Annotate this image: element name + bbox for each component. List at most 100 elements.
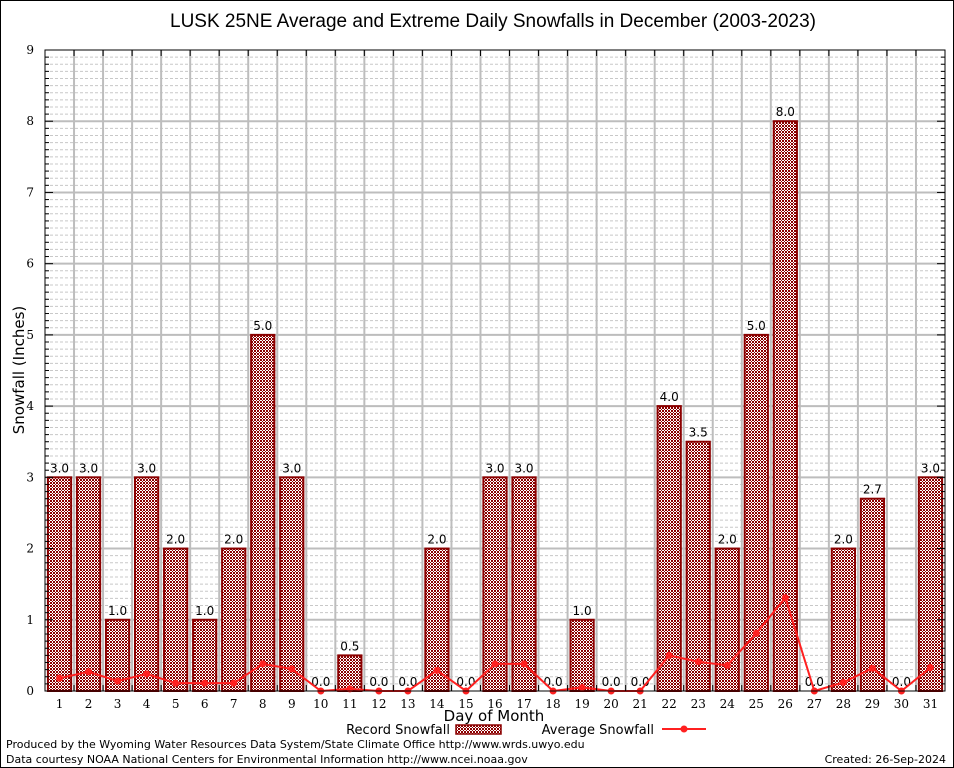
- bar-value-label: 1.0: [195, 604, 214, 618]
- y-axis-ticks: 0 1 2 3 4 5 6 7 8 9: [26, 43, 945, 698]
- x-tick-label: 14: [429, 697, 445, 711]
- footer-produced-by: Produced by the Wyoming Water Resources …: [6, 738, 585, 751]
- bar-labels: 3.0 3.0 1.0 3.0 2.0 1.0 2.0 5.0 3.0 0.0 0.5 0.0 0.0 2…: [50, 105, 940, 689]
- record-bar: [279, 476, 305, 693]
- average-line: [56, 594, 934, 695]
- bar-value-label: 2.0: [427, 533, 446, 547]
- average-point: [520, 660, 528, 668]
- average-point: [230, 679, 238, 687]
- x-tick-label: 23: [691, 697, 706, 711]
- bar-value-label: 5.0: [747, 319, 766, 333]
- bar-value-label: 8.0: [776, 105, 795, 119]
- average-point: [491, 660, 499, 668]
- bar-value-label: 1.0: [573, 604, 592, 618]
- average-point: [694, 658, 702, 666]
- average-point: [114, 677, 122, 685]
- average-point: [143, 670, 151, 678]
- x-tick-label: 21: [633, 697, 648, 711]
- x-tick-label: 8: [259, 697, 267, 711]
- bar-value-label: 3.0: [485, 461, 504, 475]
- record-bar: [859, 497, 886, 693]
- bar-value-label: 3.0: [514, 461, 533, 475]
- average-point: [723, 661, 731, 669]
- bar-value-label: 0.0: [892, 675, 911, 689]
- x-tick-label: 10: [313, 697, 328, 711]
- x-tick-label: 1: [56, 697, 64, 711]
- average-point: [665, 651, 673, 659]
- average-point: [259, 660, 267, 668]
- y-tick-label: 4: [26, 399, 34, 413]
- average-point: [781, 594, 789, 602]
- record-bar: [75, 476, 102, 693]
- record-bar: [917, 476, 944, 693]
- legend-marker-average: [680, 725, 688, 733]
- bar-value-label: 0.0: [805, 675, 824, 689]
- x-tick-label: 24: [720, 697, 736, 711]
- x-tick-label: 25: [749, 697, 764, 711]
- record-bar: [511, 476, 537, 693]
- bar-value-label: 3.0: [282, 461, 301, 475]
- x-tick-label: 22: [662, 697, 677, 711]
- x-tick-label: 27: [807, 697, 822, 711]
- bar-value-label: 0.0: [311, 675, 330, 689]
- x-tick-label: 4: [143, 697, 151, 711]
- record-bar: [656, 405, 682, 692]
- footer-data-courtesy: Data courtesy NOAA National Centers for …: [6, 753, 528, 766]
- record-bar: [743, 333, 769, 692]
- bar-value-label: 4.0: [660, 390, 679, 404]
- y-axis-label: Snowfall (Inches): [10, 306, 28, 434]
- y-tick-label: 1: [26, 613, 34, 627]
- x-tick-label: 3: [114, 697, 122, 711]
- y-tick-label: 6: [26, 257, 34, 271]
- x-axis-ticks: 1 2 3 4 5 6 7 8 9 10 11 12 13 14 15 16 17 18 19 20 21 22 23 24 2…: [56, 50, 938, 711]
- average-point: [85, 668, 93, 676]
- bar-value-label: 2.0: [166, 533, 185, 547]
- footer-created: Created: 26-Sep-2024: [825, 753, 946, 766]
- bar-value-label: 2.0: [718, 533, 737, 547]
- bar-value-label: 3.0: [921, 461, 940, 475]
- x-tick-label: 31: [923, 697, 938, 711]
- bar-value-label: 2.7: [863, 483, 882, 497]
- bar-value-label: 3.0: [137, 461, 156, 475]
- record-bar: [830, 547, 856, 692]
- bar-value-label: 0.0: [544, 675, 563, 689]
- x-tick-label: 12: [371, 697, 386, 711]
- chart-title: LUSK 25NE Average and Extreme Daily Snow…: [170, 11, 816, 32]
- x-tick-label: 13: [400, 697, 415, 711]
- bar-value-label: 0.0: [369, 675, 388, 689]
- x-tick-label: 28: [836, 697, 851, 711]
- bar-value-label: 5.0: [253, 319, 272, 333]
- average-point: [868, 664, 876, 672]
- x-tick-label: 16: [487, 697, 502, 711]
- y-tick-label: 2: [26, 542, 34, 556]
- y-tick-label: 7: [26, 185, 34, 199]
- x-tick-label: 19: [574, 697, 589, 711]
- record-bar: [134, 476, 160, 693]
- bar-value-label: 3.0: [79, 461, 98, 475]
- bar-value-label: 0.5: [340, 639, 359, 653]
- y-tick-label: 0: [26, 684, 34, 698]
- average-point: [752, 629, 760, 637]
- average-point: [433, 666, 441, 674]
- x-tick-label: 11: [342, 697, 357, 711]
- x-tick-label: 20: [603, 697, 618, 711]
- bar-value-label: 3.5: [689, 426, 708, 440]
- average-point: [288, 665, 296, 673]
- record-bar: [714, 547, 740, 692]
- x-tick-label: 26: [778, 697, 793, 711]
- x-tick-label: 30: [894, 697, 909, 711]
- x-axis-label: Day of Month: [444, 707, 545, 725]
- record-bar: [685, 440, 711, 692]
- legend-label-average: Average Snowfall: [542, 723, 654, 738]
- x-tick-label: 7: [230, 697, 238, 711]
- record-bar: [163, 547, 189, 692]
- x-tick-label: 9: [288, 697, 296, 711]
- record-bar: [221, 547, 247, 692]
- x-tick-label: 18: [545, 697, 560, 711]
- legend-swatch-record: [455, 724, 502, 735]
- average-point: [56, 674, 64, 682]
- x-tick-label: 29: [865, 697, 880, 711]
- record-bar: [482, 476, 508, 693]
- x-tick-label: 2: [85, 697, 93, 711]
